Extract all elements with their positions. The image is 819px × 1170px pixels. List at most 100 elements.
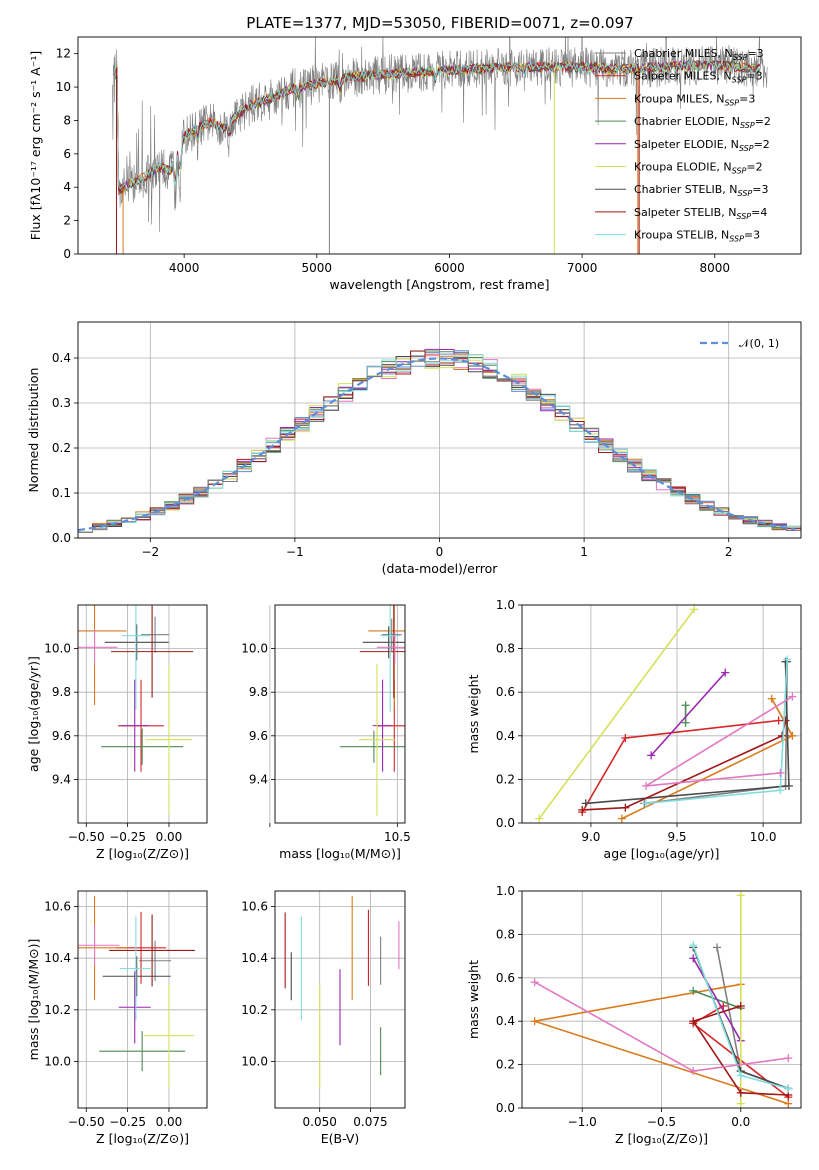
y-tick-label: 0.6 [496,971,515,985]
y-axis-label: age [log₁₀(age/yr)] [26,656,41,772]
y-tick-label: 10 [56,80,71,94]
panel-spectrum: 4000 5000 6000 7000 8000 0 2 4 6 8 10 12 wavelength … [28,36,802,292]
panel-mass-vs-z: −0.50 −0.25 0.00 10.0 10.2 10.4 10.6 Z [log₁₀(Z… [26,890,208,1146]
y-tick-label: 10.0 [44,642,71,656]
legend: Chabrier MILES, NSSP=3 Salpeter MILES, NS… [595,47,771,244]
x-tick-label: 5000 [302,261,333,275]
x-tick-label: 2 [725,545,733,559]
legend-entry: Chabrier STELIB, NSSP=3 [634,183,768,198]
histogram-normal [78,350,801,533]
x-tick-label: 0.075 [353,1115,387,1129]
legend-entry: Chabrier MILES, NSSP=3 [634,47,764,62]
y-tick-label: 10.0 [241,642,268,656]
histogram-salpeter_elodie [78,348,801,533]
legend-entry: 𝒩(0, 1) [739,337,779,350]
axes-frame [77,890,208,1109]
weight-line [538,608,695,820]
y-tick-label: 0.0 [496,816,515,830]
x-axis-label: wavelength [Angstrom, rest frame] [329,277,549,292]
x-axis-label: Z [log₁₀(Z/Z⊙)] [96,1131,189,1146]
y-tick-label: 0 [63,247,71,261]
y-tick-label: 0.4 [52,351,71,365]
panel-mass-vs-ebv: 0.050 0.075 10.0 10.2 10.4 10.6 E(B-V) [241,890,406,1146]
y-axis-label: mass weight [466,674,481,753]
x-tick-label: 1 [580,545,588,559]
x-tick-label: 0.00 [156,1115,183,1129]
y-tick-label: 10.6 [44,900,71,914]
x-tick-label: 10.0 [750,830,777,844]
panel-weight-vs-age: 9.0 9.5 10.0 0.0 0.2 0.4 0.6 0.8 1.0 age [log₁₀(a… [466,598,802,861]
x-axis-label: E(B-V) [321,1131,360,1146]
y-tick-label: 10.2 [241,1003,268,1017]
plot-area [284,895,400,1088]
y-tick-label: 9.6 [52,729,71,743]
axes-frame [521,890,802,1109]
y-axis-label: mass [log₁₀(M/M⊙)] [26,939,41,1061]
panel-weight-vs-z: −1.0 −0.5 0.0 0.0 0.2 0.4 0.6 0.8 1.0 Z [log₁₀(Z/… [466,884,802,1146]
x-tick-label: 0.050 [303,1115,337,1129]
y-tick-label: 10.4 [44,951,71,965]
normal-curve [78,357,796,532]
figure-panels: 4000 5000 6000 7000 8000024681012wavelength … [26,36,802,1146]
axes-frame [274,890,406,1109]
x-tick-label: −1 [286,545,304,559]
model-spectrum-kroupa_stelib [113,59,761,191]
axes-frame [77,321,802,539]
y-tick-label: 10.0 [44,1055,71,1069]
y-tick-label: 0.2 [496,772,515,786]
y-tick-label: 12 [56,47,71,61]
y-tick-label: 0.1 [52,486,71,500]
legend-entry: Salpeter STELIB, NSSP=4 [634,206,767,221]
panel-age-vs-mass: 10.5 9.4 9.6 9.8 10.0 mass [log₁₀(M/M⊙)] [241,604,411,861]
weight-line [650,672,726,756]
axes-frame [77,604,208,824]
plot-area [78,348,801,533]
x-tick-label: 0 [436,545,444,559]
x-tick-label: −2 [141,545,159,559]
legend-entry: Salpeter ELODIE, NSSP=2 [634,138,770,153]
y-tick-label: 0.3 [52,396,71,410]
histogram-kroupa_miles [78,353,801,533]
x-tick-label: 8000 [699,261,730,275]
x-tick-label: −0.50 [68,830,105,844]
x-axis-label: Z [log₁₀(Z/Z⊙)] [96,846,189,861]
x-tick-label: −1.0 [568,1115,597,1129]
y-tick-label: 1.0 [496,598,515,612]
plot-area [535,605,797,823]
y-tick-label: 10.6 [241,900,268,914]
y-tick-label: 9.4 [249,772,268,786]
x-axis-label: (data-model)/error [382,561,499,576]
y-tick-label: 4 [63,180,71,194]
y-tick-label: 0.0 [52,531,71,545]
axes-frame [274,604,406,824]
legend-entry: Chabrier ELODIE, NSSP=2 [634,115,771,130]
histogram-salpeter_stelib [78,350,801,533]
weight-line [582,720,787,811]
x-tick-label: 4000 [169,261,200,275]
x-tick-label: −0.25 [109,830,146,844]
y-tick-label: 0.4 [496,729,515,743]
axes-frame [521,604,802,824]
grid [269,605,405,823]
legend-entry: Kroupa ELODIE, NSSP=2 [634,161,763,176]
y-tick-label: 2 [63,214,71,228]
y-tick-label: 6 [63,147,71,161]
weight-line [692,957,742,1042]
y-tick-label: 0.6 [496,685,515,699]
y-tick-label: 0.8 [496,927,515,941]
plot-area [112,37,768,254]
x-tick-label: 6000 [434,261,465,275]
plot-area [78,895,196,1088]
plot-area [78,605,194,814]
y-tick-label: 8 [63,113,71,127]
y-axis-label: mass weight [466,960,481,1039]
y-tick-label: 9.4 [52,772,71,786]
x-tick-label: −0.5 [647,1115,676,1129]
x-tick-label: −0.50 [68,1115,105,1129]
x-axis-label: age [log₁₀(age/yr)] [604,846,720,861]
y-tick-label: 10.4 [241,951,268,965]
panel-residuals: −2 −1 0 1 2 0.0 0.1 0.2 0.3 0.4 (data-model)/error… [26,321,802,576]
y-axis-label: Flux [fλ10⁻¹⁷ erg cm⁻² s⁻¹ A⁻¹] [28,51,43,240]
x-tick-label: 0.0 [731,1115,750,1129]
y-tick-label: 0.0 [496,1101,515,1115]
